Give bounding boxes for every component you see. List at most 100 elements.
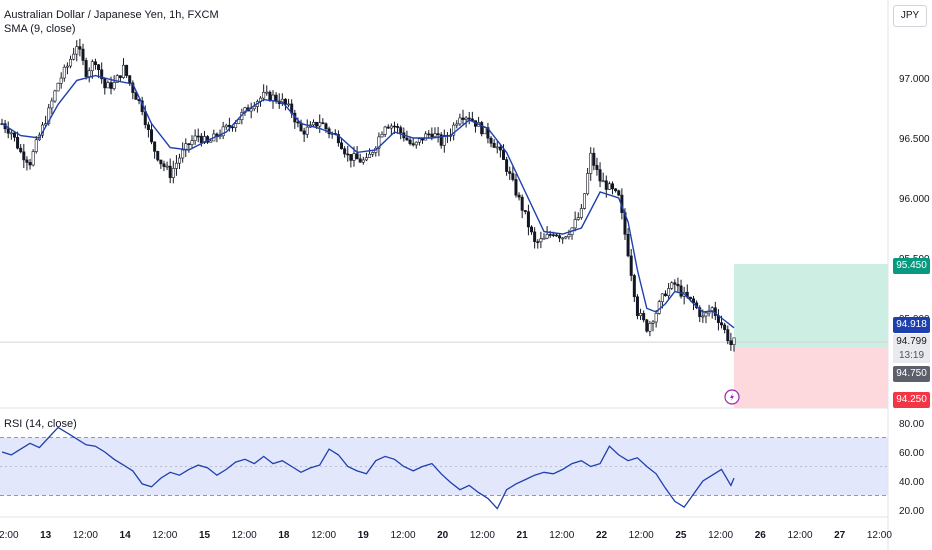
- candle-body: [12, 132, 16, 138]
- candle-body: [371, 152, 375, 155]
- time-tick-label: 25: [675, 530, 687, 541]
- candle-body: [22, 151, 26, 161]
- candle-body: [59, 77, 63, 84]
- candle-body: [667, 288, 671, 297]
- candle-body: [539, 238, 543, 243]
- candle-body: [249, 108, 253, 112]
- candle-body: [433, 133, 437, 137]
- candle-body: [533, 231, 537, 242]
- candle-body: [274, 94, 278, 102]
- candle-body: [237, 119, 241, 124]
- candle-body: [343, 148, 347, 155]
- sma-price-tag: 94.918: [893, 317, 930, 333]
- candle-body: [461, 117, 465, 120]
- candle-body: [174, 162, 178, 169]
- time-tick-label: 12:00: [629, 530, 654, 541]
- candle-body: [424, 133, 428, 141]
- candle-body: [315, 121, 319, 127]
- candle-body: [439, 134, 443, 146]
- candle-body: [561, 237, 565, 240]
- candle-body: [579, 208, 583, 218]
- rsi-tick-label: 60.00: [899, 448, 924, 459]
- candle-body: [573, 219, 577, 229]
- candle-body: [414, 141, 418, 146]
- candle-body: [442, 135, 446, 146]
- time-tick-label: 13: [40, 530, 52, 541]
- candle-body: [523, 210, 527, 212]
- sma-line: [1, 74, 735, 329]
- candle-body: [548, 234, 552, 236]
- candle-body: [592, 152, 596, 166]
- time-tick-label: 12:00: [0, 530, 19, 541]
- candle-body: [100, 69, 104, 80]
- candle-body: [508, 171, 512, 174]
- time-tick-label: 26: [755, 530, 767, 541]
- candle-body: [723, 324, 727, 330]
- time-tick-label: 12:00: [311, 530, 336, 541]
- time-tick-label: 12:00: [232, 530, 257, 541]
- candle-body: [84, 60, 88, 77]
- candle-body: [377, 136, 381, 149]
- candle-body: [50, 100, 54, 109]
- candle-body: [56, 82, 60, 92]
- candle-body: [318, 122, 322, 127]
- candle-body: [626, 233, 630, 257]
- candle-body: [651, 321, 655, 324]
- rsi-legend[interactable]: RSI (14, close): [4, 418, 77, 430]
- sma-legend[interactable]: SMA (9, close): [4, 23, 76, 35]
- candle-body: [109, 82, 113, 89]
- candle-body: [346, 153, 350, 156]
- entry-price-tag: 94.750: [893, 366, 930, 382]
- candle-body: [452, 124, 456, 136]
- candle-body: [389, 125, 393, 129]
- candle-body: [386, 126, 390, 129]
- candle-body: [629, 255, 633, 276]
- candle-body: [679, 285, 683, 297]
- candle-body: [218, 135, 222, 138]
- candle-body: [436, 133, 440, 136]
- time-tick-label: 12:00: [152, 530, 177, 541]
- candle-body: [455, 123, 459, 126]
- candle-body: [209, 140, 213, 143]
- candle-body: [704, 312, 708, 317]
- candle-body: [660, 293, 664, 302]
- candle-body: [47, 107, 51, 124]
- candle-body: [601, 180, 605, 183]
- candle-body: [168, 165, 172, 178]
- candle-body: [81, 48, 85, 61]
- candle-body: [520, 196, 524, 211]
- symbol-title[interactable]: Australian Dollar / Japanese Yen, 1h, FX…: [4, 9, 219, 21]
- candle-body: [554, 234, 558, 237]
- candle-body: [501, 149, 505, 160]
- lightning-icon[interactable]: [724, 389, 740, 405]
- candle-body: [87, 70, 91, 77]
- time-tick-label: 12:00: [73, 530, 98, 541]
- candle-body: [567, 234, 571, 238]
- candle-body: [408, 139, 412, 144]
- candle-body: [701, 315, 705, 318]
- candle-body: [150, 129, 154, 143]
- candle-body: [103, 78, 107, 89]
- position-zones-layer: [0, 264, 888, 408]
- candle-body: [146, 124, 150, 131]
- candle-body: [545, 234, 549, 239]
- candle-body: [118, 75, 122, 78]
- candle-body: [495, 146, 499, 149]
- candle-body: [364, 157, 368, 161]
- time-tick-label: 12:00: [470, 530, 495, 541]
- time-tick-label: 12:00: [708, 530, 733, 541]
- candle-body: [224, 124, 228, 128]
- candle-body: [368, 153, 372, 158]
- candle-body: [355, 153, 359, 160]
- time-tick-label: 19: [358, 530, 370, 541]
- candle-body: [156, 151, 160, 161]
- currency-badge[interactable]: JPY: [893, 5, 927, 27]
- candle-body: [268, 91, 272, 102]
- candle-body: [464, 117, 468, 120]
- candle-body: [78, 46, 82, 50]
- candle-body: [28, 162, 32, 166]
- candle-body: [165, 165, 169, 168]
- candle-body: [558, 235, 562, 239]
- candle-body: [489, 137, 493, 144]
